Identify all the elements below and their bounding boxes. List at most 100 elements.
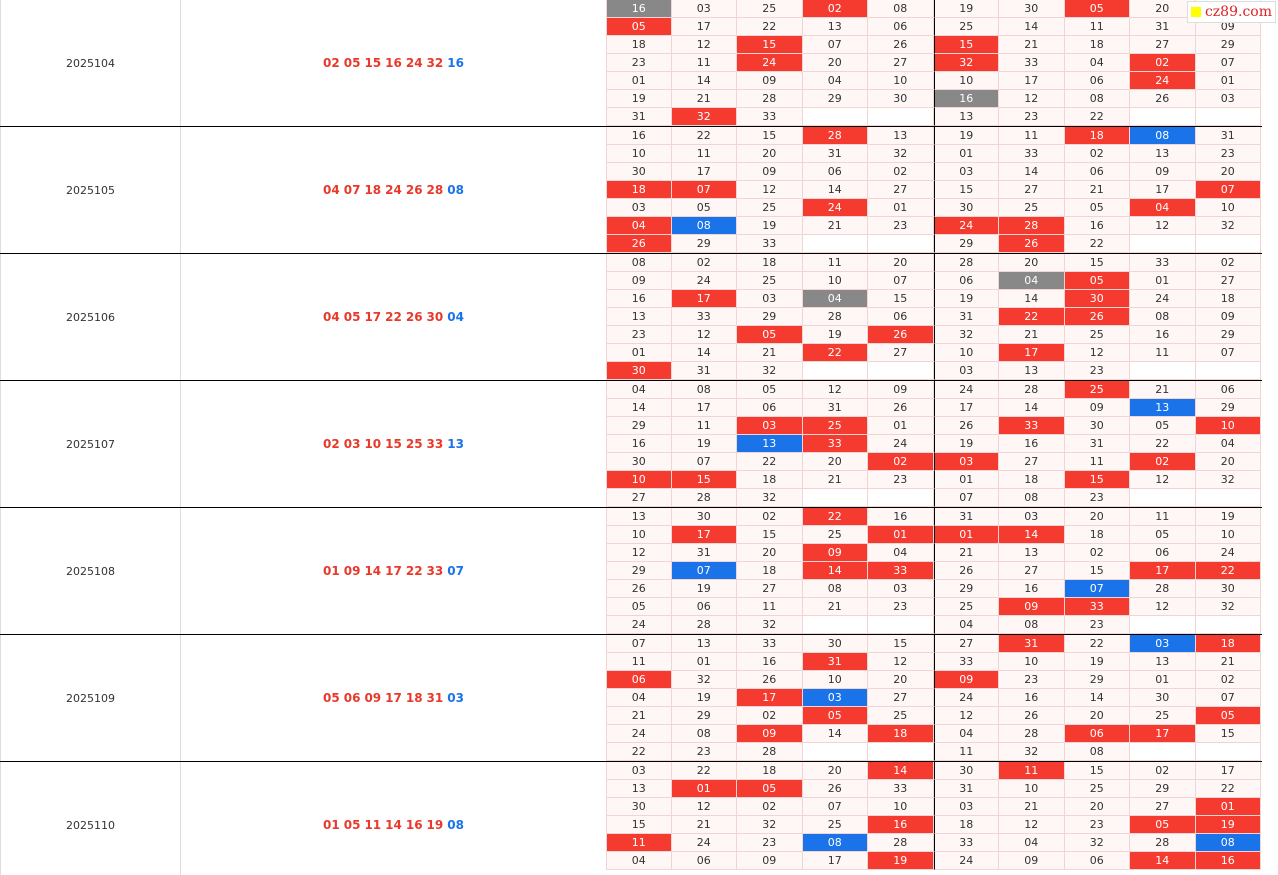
red-ball: 25 <box>405 437 423 451</box>
number-cell: 01 <box>671 653 737 671</box>
number-cell: 07 <box>1195 689 1261 707</box>
number-cell: 08 <box>868 0 934 18</box>
number-cell: 16 <box>999 580 1065 598</box>
number-cell: 30 <box>606 362 672 380</box>
number-cell: 09 <box>802 544 868 562</box>
number-cell: 33 <box>1130 254 1196 272</box>
number-cell: 32 <box>1195 217 1261 235</box>
red-ball: 02 <box>323 56 340 70</box>
number-cell: 01 <box>1195 798 1261 816</box>
number-cell: 18 <box>1064 526 1130 544</box>
number-cell: 13 <box>1130 145 1196 163</box>
number-cell: 27 <box>868 54 934 72</box>
number-cell: 33 <box>999 417 1065 435</box>
number-cell: 15 <box>1064 471 1130 489</box>
number-cell: 17 <box>802 852 868 870</box>
number-cell: 26 <box>802 780 868 798</box>
number-cell: 02 <box>1130 762 1196 780</box>
blue-ball: 13 <box>447 437 464 451</box>
number-cell: 30 <box>999 0 1065 18</box>
number-cell: 16 <box>933 90 999 108</box>
number-cell: 03 <box>933 362 999 380</box>
number-cell: 06 <box>1064 852 1130 870</box>
number-cell <box>868 743 934 761</box>
number-cell: 29 <box>933 580 999 598</box>
number-cell: 30 <box>1130 689 1196 707</box>
number-cell: 05 <box>1064 272 1130 290</box>
number-cell: 20 <box>737 145 803 163</box>
number-cell: 26 <box>1130 90 1196 108</box>
red-ball: 16 <box>405 818 423 832</box>
number-cell: 09 <box>1064 399 1130 417</box>
number-cell: 33 <box>868 780 934 798</box>
number-cell: 10 <box>933 344 999 362</box>
number-cell: 03 <box>868 580 934 598</box>
blue-ball: 08 <box>447 818 464 832</box>
number-cell: 12 <box>671 798 737 816</box>
number-cell: 17 <box>671 290 737 308</box>
number-cell: 10 <box>606 145 672 163</box>
number-cell: 19 <box>671 689 737 707</box>
number-cell <box>1195 616 1261 634</box>
number-cell: 30 <box>606 798 672 816</box>
red-ball: 30 <box>426 310 444 324</box>
number-cell: 22 <box>1195 780 1261 798</box>
number-cell: 27 <box>999 181 1065 199</box>
number-cell: 08 <box>802 580 868 598</box>
number-cell: 02 <box>1130 54 1196 72</box>
number-cell: 24 <box>1195 544 1261 562</box>
period-row: 2025108 01 09 14 17 22 33 07 13 30 02 22 16 31 03 20 11 1… <box>0 508 1262 635</box>
number-cell: 14 <box>999 526 1065 544</box>
number-cell: 26 <box>606 580 672 598</box>
number-cell: 19 <box>933 127 999 145</box>
number-cell: 15 <box>933 36 999 54</box>
number-cell: 12 <box>933 707 999 725</box>
number-cell: 19 <box>933 435 999 453</box>
number-cell: 08 <box>999 616 1065 634</box>
number-cell: 21 <box>671 90 737 108</box>
number-cell: 11 <box>999 127 1065 145</box>
number-cell: 16 <box>1195 852 1261 870</box>
number-cell: 21 <box>1195 653 1261 671</box>
number-cell: 19 <box>606 90 672 108</box>
number-cell: 05 <box>1064 199 1130 217</box>
number-cell: 18 <box>737 562 803 580</box>
number-cell: 19 <box>802 326 868 344</box>
number-cell: 24 <box>606 725 672 743</box>
red-ball: 18 <box>364 183 382 197</box>
number-cell: 08 <box>999 489 1065 507</box>
number-cell: 21 <box>1130 381 1196 399</box>
number-cell: 29 <box>1195 399 1261 417</box>
number-cell: 11 <box>606 653 672 671</box>
number-cell: 29 <box>933 235 999 253</box>
number-cell: 30 <box>1064 417 1130 435</box>
number-cell: 26 <box>606 235 672 253</box>
number-cell: 23 <box>1064 616 1130 634</box>
number-cell: 02 <box>671 254 737 272</box>
number-cell: 14 <box>606 399 672 417</box>
number-cell: 17 <box>999 344 1065 362</box>
number-cell: 08 <box>1064 743 1130 761</box>
number-cell: 31 <box>999 635 1065 653</box>
number-cell: 32 <box>737 362 803 380</box>
number-cell: 33 <box>999 54 1065 72</box>
period-row: 2025109 05 06 09 17 18 31 03 07 13 33 30 15 27 31 22 03 1… <box>0 635 1262 762</box>
number-cell <box>802 108 868 126</box>
number-cell: 26 <box>933 562 999 580</box>
red-ball: 15 <box>364 56 382 70</box>
number-cell: 17 <box>933 399 999 417</box>
number-cell: 11 <box>671 417 737 435</box>
number-cell: 29 <box>802 90 868 108</box>
number-cell: 11 <box>606 834 672 852</box>
number-cell: 24 <box>671 272 737 290</box>
period-row: 2025106 04 05 17 22 26 30 04 08 02 18 11 20 28 20 15 33 0… <box>0 254 1262 381</box>
number-cell: 29 <box>671 707 737 725</box>
number-cell: 03 <box>737 417 803 435</box>
number-cell: 02 <box>868 453 934 471</box>
number-cell: 32 <box>737 489 803 507</box>
number-cell: 33 <box>868 562 934 580</box>
number-cell: 03 <box>671 0 737 18</box>
number-cell: 26 <box>999 235 1065 253</box>
number-cell: 24 <box>868 435 934 453</box>
number-cell: 12 <box>1130 217 1196 235</box>
